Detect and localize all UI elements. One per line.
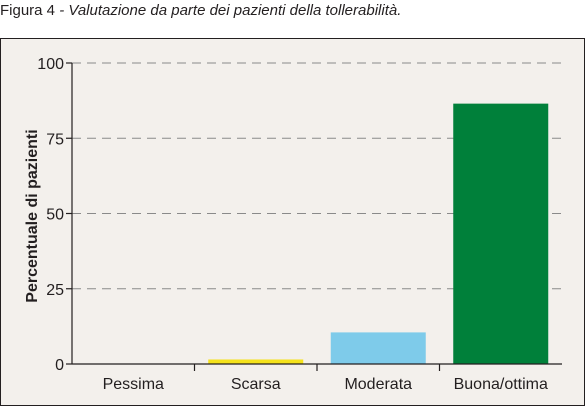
y-axis-title: Percentuale di pazienti	[24, 129, 41, 302]
x-tick-label: Moderata	[344, 376, 412, 393]
figure-number: Figura 4	[0, 2, 56, 19]
y-axis: 0 25 50 75 100	[37, 56, 73, 374]
x-axis: Pessima Scarsa Moderata Buona/ottima	[72, 363, 562, 393]
y-tick-label: 50	[46, 207, 64, 224]
bar-moderata	[330, 332, 426, 364]
y-tick-label: 100	[37, 56, 64, 73]
y-tick-label: 25	[46, 282, 64, 299]
figure-caption-text: Valutazione da parte dei pazienti della …	[68, 2, 402, 19]
y-tick-label: 0	[55, 357, 64, 374]
x-tick-label: Buona/ottima	[454, 376, 548, 393]
bar-buona-ottima	[453, 103, 549, 364]
bar-scarsa	[208, 359, 304, 364]
bars	[208, 103, 549, 364]
x-tick-label: Scarsa	[231, 376, 281, 393]
figure-caption: Figura 4 - Valutazione da parte dei pazi…	[0, 1, 401, 21]
y-tick-label: 75	[46, 131, 64, 148]
caption-separator: -	[55, 2, 69, 19]
x-tick-label: Pessima	[103, 376, 164, 393]
